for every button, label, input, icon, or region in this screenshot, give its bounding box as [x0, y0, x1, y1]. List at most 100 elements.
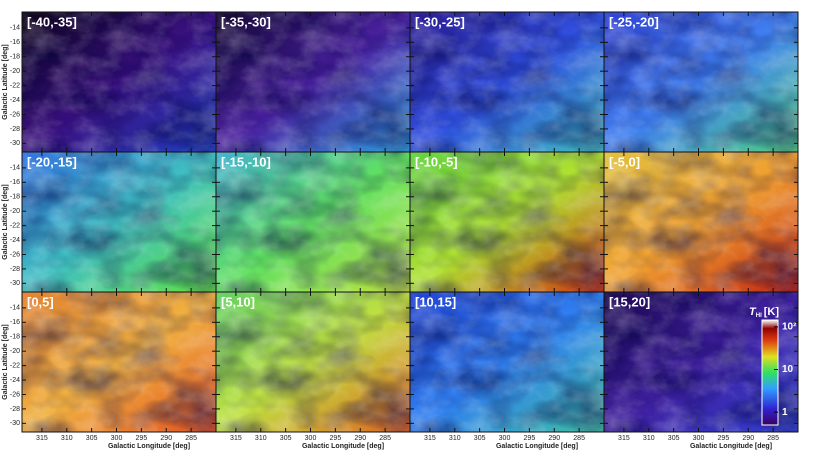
y-tick-label: -18: [10, 334, 20, 341]
map-texture: [22, 152, 216, 292]
panel: [-10,-5]: [409, 151, 605, 293]
x-tick-label: 300: [499, 435, 511, 442]
y-tick-label: -30: [10, 140, 20, 147]
panel-label: [-35,-30]: [221, 15, 271, 30]
x-axis-title: Galactic Longitude [deg]: [690, 443, 772, 450]
map-texture: [604, 12, 798, 152]
frame: [603, 291, 799, 433]
x-tick-label: 305: [668, 435, 680, 442]
y-tick-label: -28: [10, 406, 20, 413]
x-tick-label: 290: [742, 435, 754, 442]
x-axis-title: Galactic Longitude [deg]: [108, 443, 190, 450]
x-tick-label: 305: [280, 435, 292, 442]
colorbar-title-part: T: [749, 306, 757, 318]
x-tick-label: 315: [230, 435, 242, 442]
x-tick-label: 310: [643, 435, 655, 442]
map-texture: [22, 12, 216, 152]
y-tick-label: -16: [10, 319, 20, 326]
map-texture: [410, 152, 604, 292]
y-tick-label: -14: [10, 305, 20, 312]
panel-label: [-30,-25]: [415, 15, 465, 30]
x-tick-label: 300: [111, 435, 123, 442]
y-tick-label: -16: [10, 39, 20, 46]
y-tick-label: -22: [10, 222, 20, 229]
panel-label: [0,5]: [27, 295, 54, 310]
x-tick-label: 285: [573, 435, 585, 442]
x-tick-label: 285: [185, 435, 197, 442]
y-tick-label: -26: [10, 391, 20, 398]
panel: [-5,0]: [603, 151, 799, 293]
x-tick-label: 285: [767, 435, 779, 442]
panel-label: [-40,-35]: [27, 15, 77, 30]
x-tick-label: 315: [424, 435, 436, 442]
panel: [-20,-15] -14 -16 -18 -20 -22 -24 -26 -28 -30 Gala…: [2, 151, 217, 293]
y-axis-title: Galactic Latitude [deg]: [2, 44, 9, 119]
x-axis-title: Galactic Longitude [deg]: [302, 443, 384, 450]
y-tick-label: -24: [10, 237, 20, 244]
panel-label: [-10,-5]: [415, 155, 458, 170]
y-tick-label: -18: [10, 194, 20, 201]
y-tick-label: -20: [10, 208, 20, 215]
x-tick-label: 295: [524, 435, 536, 442]
x-tick-label: 290: [548, 435, 560, 442]
x-tick-label: 305: [474, 435, 486, 442]
x-tick-label: 310: [255, 435, 267, 442]
colorbar-tick-label: 10²: [782, 322, 797, 333]
y-tick-label: -28: [10, 266, 20, 273]
panel: [-25,-20]: [603, 11, 799, 153]
y-tick-label: -14: [10, 25, 20, 32]
y-tick-label: -20: [10, 68, 20, 75]
colorbar-tick-label: 1: [782, 407, 788, 418]
map-texture: [410, 292, 604, 432]
y-tick-label: -26: [10, 111, 20, 118]
y-tick-label: -24: [10, 97, 20, 104]
colorbar-tick-label: 10: [782, 364, 794, 375]
map-texture: [216, 152, 410, 292]
y-tick-label: -18: [10, 54, 20, 61]
map-texture: [22, 292, 216, 432]
y-tick-label: -22: [10, 362, 20, 369]
map-texture: [216, 12, 410, 152]
y-axis-title: Galactic Latitude [deg]: [2, 184, 9, 259]
y-tick-label: -30: [10, 420, 20, 427]
map-texture: [604, 152, 798, 292]
x-tick-label: 310: [449, 435, 461, 442]
x-tick-label: 300: [305, 435, 317, 442]
y-axis-title: Galactic Latitude [deg]: [2, 324, 9, 399]
x-tick-label: 310: [61, 435, 73, 442]
panel-label: [-5,0]: [609, 155, 640, 170]
y-tick-label: -26: [10, 251, 20, 258]
panel: [-40,-35] -14 -16 -18 -20 -22 -24 -26 -28 -30 Gala…: [2, 11, 217, 153]
x-tick-label: 315: [36, 435, 48, 442]
map-texture: [216, 292, 410, 432]
panel-label: [10,15]: [415, 295, 456, 310]
panel: [-30,-25]: [409, 11, 605, 153]
panel: [0,5] 315 310 305 300 295 290 285 -14 -16 -18 -20 -2…: [2, 291, 217, 450]
x-tick-label: 290: [354, 435, 366, 442]
panel-label: [15,20]: [609, 295, 650, 310]
x-tick-label: 315: [618, 435, 630, 442]
panel-label: [-15,-10]: [221, 155, 271, 170]
map-texture: [410, 12, 604, 152]
y-tick-label: -22: [10, 82, 20, 89]
colorbar: [761, 319, 779, 426]
colorbar-title-part: [K]: [764, 306, 780, 318]
y-tick-label: -30: [10, 280, 20, 287]
y-tick-label: -24: [10, 377, 20, 384]
x-tick-label: 295: [136, 435, 148, 442]
panel-label: [-20,-15]: [27, 155, 77, 170]
colorbar-title: THI [K]: [749, 306, 779, 319]
panel-label: [5,10]: [221, 295, 255, 310]
y-tick-label: -20: [10, 348, 20, 355]
y-tick-label: -28: [10, 126, 20, 133]
x-axis-title: Galactic Longitude [deg]: [496, 443, 578, 450]
x-tick-label: 295: [718, 435, 730, 442]
x-tick-label: 295: [330, 435, 342, 442]
y-tick-label: -16: [10, 179, 20, 186]
x-tick-label: 285: [379, 435, 391, 442]
x-tick-label: 290: [160, 435, 172, 442]
panel-label: [-25,-20]: [609, 15, 659, 30]
